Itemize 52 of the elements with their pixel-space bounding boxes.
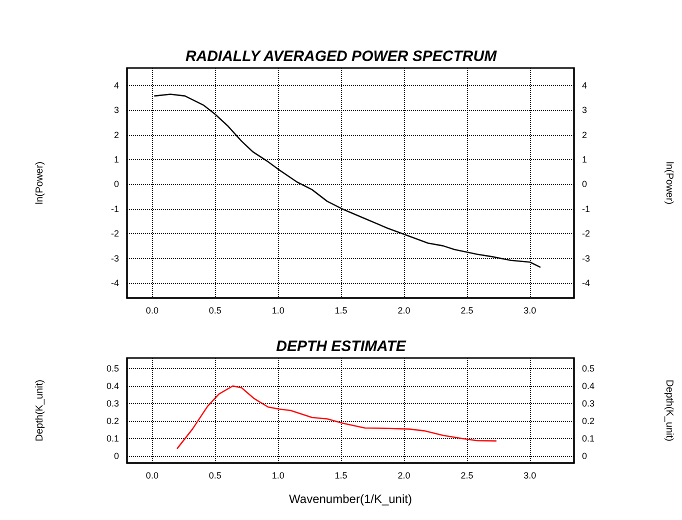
y2-tick-label: 0.4: [582, 381, 595, 391]
y2-tick-label: -3: [582, 253, 590, 264]
x-tick-label: 2.0: [398, 470, 410, 480]
y-tick-label: 4: [114, 80, 119, 90]
y-tick-label: 0.5: [106, 364, 119, 374]
x-tick-label: 0.0: [146, 470, 158, 480]
x-tick-label: 2.0: [398, 306, 410, 316]
line-series: [176, 385, 497, 449]
y-tick-label: 1: [114, 154, 119, 165]
chart-title: DEPTH ESTIMATE: [276, 338, 407, 355]
y2-axis-title: Depth(K_unit): [664, 380, 674, 442]
y-tick-label: 0: [114, 451, 119, 461]
y2-axis-title: ln(Power): [664, 162, 674, 204]
y2-tick-label: 0: [582, 179, 588, 190]
y-axis-title: ln(Power): [34, 162, 46, 204]
x-axis-title: Wavenumber(1/K_unit): [289, 492, 412, 506]
x-tick-label: 1.5: [334, 306, 348, 316]
y2-tick-label: 0.1: [582, 434, 595, 444]
y-tick-label: 0.2: [106, 416, 119, 426]
y2-tick-label: 1: [582, 154, 588, 165]
y-tick-label: 0.1: [106, 434, 119, 444]
y-tick-label: -1: [110, 204, 119, 214]
y2-tick-label: -2: [582, 228, 590, 239]
x-tick-label: 1.0: [272, 306, 284, 316]
y2-tick-label: 0.5: [582, 364, 595, 374]
y-tick-label: 3: [114, 105, 119, 116]
y2-tick-label: -1: [582, 204, 590, 214]
x-tick-label: 3.0: [524, 470, 536, 480]
x-tick-label: 2.5: [460, 306, 474, 316]
y-tick-label: -3: [110, 253, 119, 264]
y-tick-label: -4: [110, 278, 119, 288]
y-tick-label: 0.3: [106, 398, 119, 408]
y2-tick-label: 4: [582, 80, 588, 90]
y2-tick-label: 0: [582, 451, 588, 461]
y-axis-title: Depth(K_unit): [34, 380, 46, 442]
y-tick-label: 0: [114, 179, 119, 190]
y2-tick-label: 0.2: [582, 416, 595, 426]
y2-tick-label: 0.3: [582, 398, 595, 408]
chart-title: RADIALLY AVERAGED POWER SPECTRUM: [185, 48, 498, 65]
y-tick-label: 2: [114, 130, 119, 140]
y2-tick-label: -4: [582, 278, 590, 288]
y-tick-label: 0.4: [106, 381, 119, 391]
x-tick-label: 0.5: [208, 470, 222, 480]
y2-tick-label: 2: [582, 130, 588, 140]
x-tick-label: 0.0: [146, 306, 158, 316]
x-tick-label: 0.5: [208, 306, 222, 316]
x-tick-label: 3.0: [524, 306, 536, 316]
x-tick-label: 1.5: [334, 470, 348, 480]
y-tick-label: -2: [110, 228, 119, 239]
x-tick-label: 2.5: [460, 470, 474, 480]
y2-tick-label: 3: [582, 105, 588, 116]
x-tick-label: 1.0: [272, 470, 284, 480]
